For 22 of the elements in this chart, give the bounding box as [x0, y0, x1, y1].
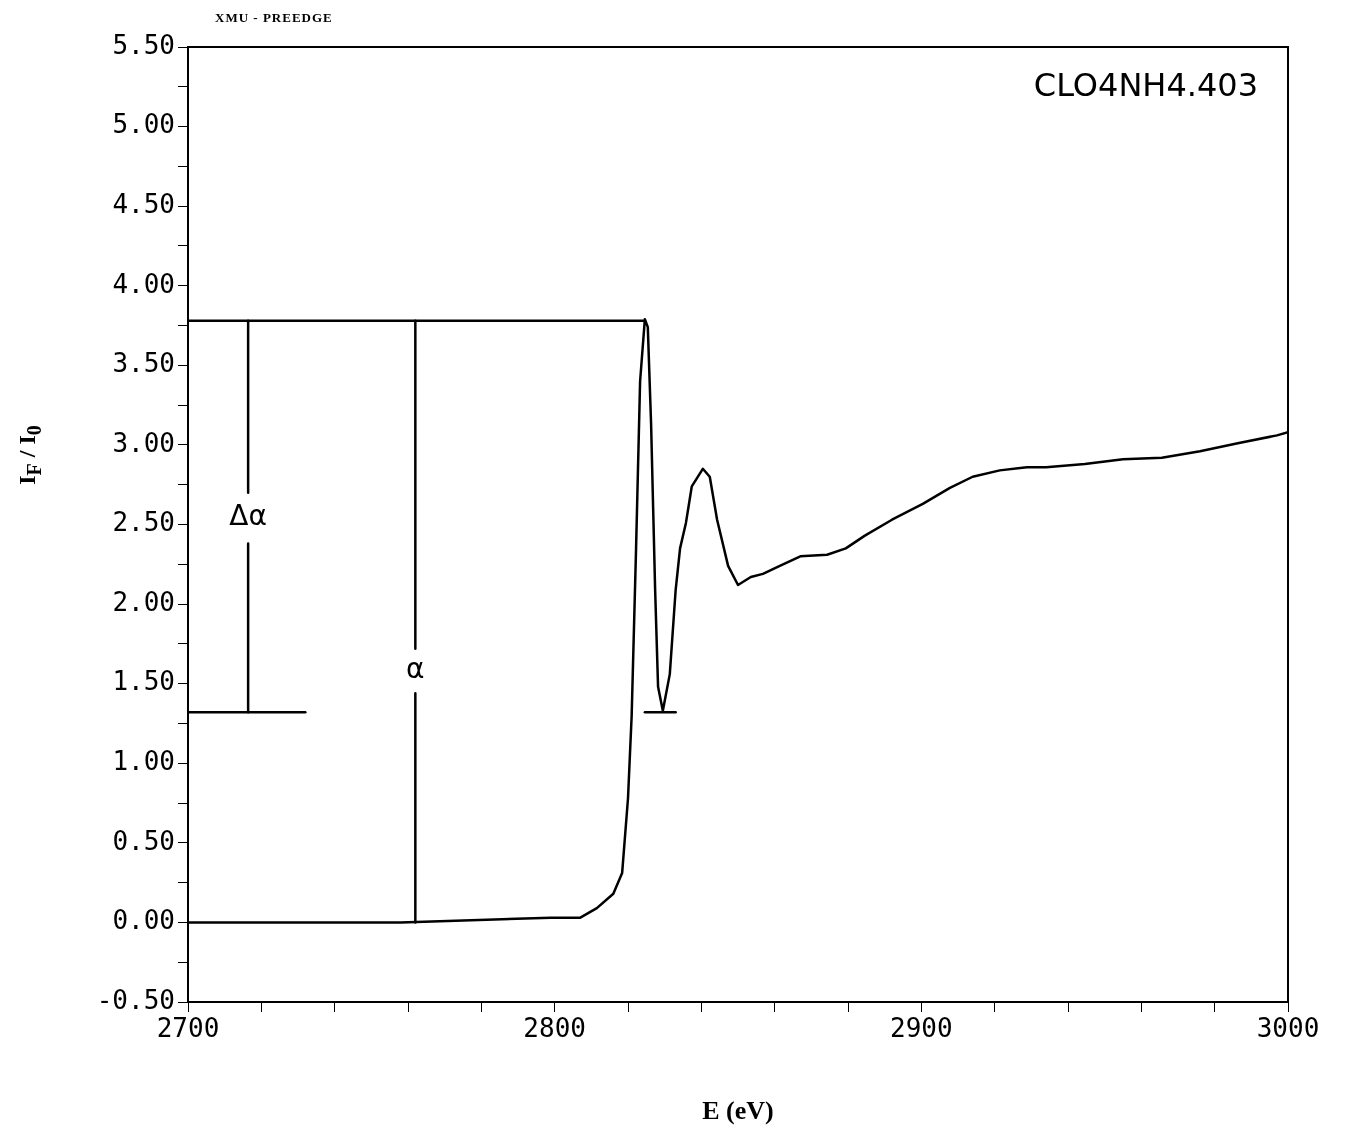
x-tick-label: 2900 [890, 1013, 953, 1044]
x-tick-label: 2800 [523, 1013, 586, 1044]
y-tick-label: 0.00 [112, 905, 175, 936]
annotation: CLO4NH4.403 [1033, 66, 1258, 105]
y-tick-label: 1.50 [112, 666, 175, 697]
chart-title: XMU - PREEDGE [215, 10, 333, 26]
y-tick-label: 3.50 [112, 348, 175, 379]
y-tick-label: 5.50 [112, 29, 175, 60]
y-tick-label: 2.50 [112, 507, 175, 538]
x-tick-label: 2700 [156, 1013, 220, 1044]
y-tick-label: 0.50 [112, 825, 175, 856]
annotation: Δα [229, 499, 267, 533]
x-axis-title: E (eV) [702, 1096, 774, 1126]
y-tick-label: 2.00 [112, 586, 175, 617]
y-tick-label: 1.00 [112, 746, 175, 776]
y-tick-label: 4.50 [112, 188, 175, 219]
x-tick-label: 3000 [1256, 1013, 1320, 1044]
y-tick-label: 3.00 [112, 427, 175, 458]
y-tick-label: 5.00 [112, 109, 175, 140]
annotation: α [406, 652, 425, 686]
y-tick-label: 4.00 [112, 268, 175, 299]
y-tick-label: -0.50 [96, 984, 175, 1015]
